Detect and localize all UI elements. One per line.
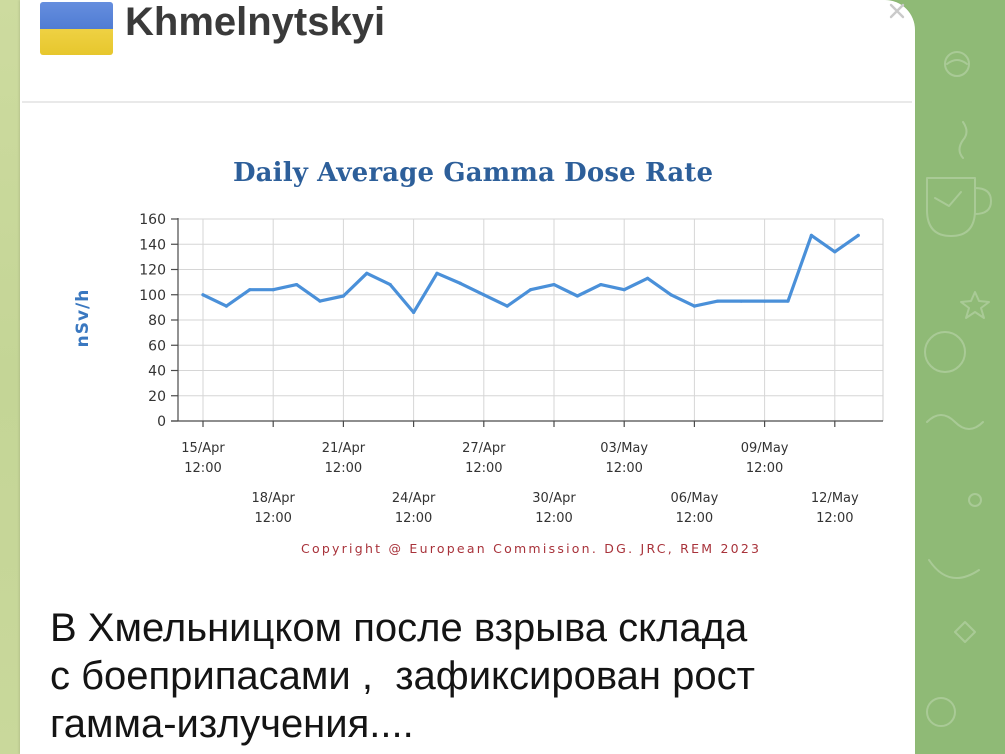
flag-yellow-stripe [40, 29, 113, 55]
data-point [716, 299, 720, 303]
x-tick-label-date: 24/Apr [392, 491, 436, 506]
y-tick-label: 20 [148, 389, 166, 405]
data-point [552, 283, 556, 287]
data-point [763, 299, 767, 303]
y-tick-label: 40 [148, 364, 166, 380]
y-tick-label: 60 [148, 338, 166, 354]
x-tick-label-date: 21/Apr [322, 441, 366, 456]
y-tick-label: 120 [139, 263, 166, 279]
background-doodle [960, 291, 990, 319]
data-point [435, 271, 439, 275]
series-line [201, 233, 860, 314]
divider [22, 101, 912, 103]
data-point [646, 276, 650, 280]
background-doodle [954, 621, 976, 643]
flag-blue-stripe [40, 2, 113, 29]
x-tick-label-date: 09/May [741, 441, 789, 456]
x-tick-label-date: 12/May [811, 491, 859, 506]
data-point [271, 288, 275, 292]
data-point [318, 299, 322, 303]
data-point [622, 288, 626, 292]
data-point [692, 304, 697, 308]
data-point [201, 293, 205, 297]
data-point [224, 304, 228, 308]
y-tick-label: 0 [157, 414, 166, 430]
data-point [809, 233, 814, 237]
x-tick-label-time: 12:00 [325, 461, 362, 476]
chat-background-pattern [924, 51, 992, 727]
data-point [341, 294, 345, 298]
x-tick-label-time: 12:00 [254, 511, 291, 526]
x-tick-label-time: 12:00 [465, 461, 502, 476]
x-tick-label-time: 12:00 [676, 511, 713, 526]
background-doodle [934, 191, 962, 207]
x-tick-label-time: 12:00 [605, 461, 642, 476]
data-point [833, 250, 837, 254]
ukraine-flag-icon [40, 2, 113, 55]
data-point [529, 288, 533, 292]
x-tick-label-time: 12:00 [184, 461, 221, 476]
x-tick-label-time: 12:00 [746, 461, 783, 476]
close-icon [889, 3, 905, 19]
y-tick-label: 140 [139, 237, 166, 253]
data-point [458, 281, 462, 285]
background-doodle [926, 177, 992, 237]
data-point [412, 310, 416, 314]
background-doodle [928, 559, 980, 579]
chart-title: Daily Average Gamma Dose Rate [233, 158, 713, 188]
background-doodle [946, 59, 968, 65]
x-tick-label-date: 30/Apr [532, 491, 576, 506]
x-tick-label-time: 12:00 [816, 511, 853, 526]
y-tick-label: 100 [139, 288, 166, 304]
x-tick-label-time: 12:00 [535, 511, 572, 526]
data-point [248, 288, 252, 292]
data-point [365, 271, 369, 275]
data-point [856, 233, 860, 237]
data-point [388, 283, 392, 287]
data-point [505, 304, 509, 308]
data-point [786, 299, 790, 303]
y-axis-label: nSv/h [73, 289, 93, 348]
x-tick-label-date: 03/May [600, 441, 648, 456]
y-tick-label: 80 [148, 313, 166, 329]
background-doodle [926, 414, 984, 430]
message-line: с боеприпасами , зафиксирован рост [50, 654, 755, 698]
chart-copyright: Copyright @ European Commission. DG. JRC… [301, 541, 759, 556]
x-tick-label-date: 27/Apr [462, 441, 506, 456]
x-tick-label-time: 12:00 [395, 511, 432, 526]
data-point [295, 283, 299, 287]
background-doodle [924, 331, 966, 373]
background-doodle [944, 51, 970, 77]
plot-area: 0 20 40 60 80 100 120 140 160 15/Apr 12:00 18/Apr 12… [139, 212, 884, 526]
message-line: В Хмельницком после взрыва склада [50, 606, 748, 650]
chat-background-left [0, 0, 22, 754]
location-title: Khmelnytskyi [125, 0, 386, 44]
message-line: гамма-излучения.... [50, 702, 414, 746]
data-point [739, 299, 743, 303]
background-doodle [958, 121, 968, 159]
data-point [482, 293, 486, 297]
y-tick-label: 160 [139, 212, 166, 228]
gamma-dose-rate-chart: Daily Average Gamma Dose Rate nSv/h 0 20 4… [73, 158, 884, 556]
background-doodle [968, 493, 982, 507]
message-text: В Хмельницком после взрыва склада с боеп… [50, 604, 755, 748]
data-point [669, 293, 673, 297]
close-button[interactable] [888, 2, 906, 20]
message-card: Khmelnytskyi Daily Average Gamma Dose Ra… [20, 0, 915, 754]
background-doodle [926, 697, 956, 727]
x-tick-label-date: 06/May [670, 491, 718, 506]
data-point [575, 294, 580, 298]
x-tick-label-date: 15/Apr [181, 441, 225, 456]
x-tick-label-date: 18/Apr [251, 491, 295, 506]
data-point [599, 283, 603, 287]
